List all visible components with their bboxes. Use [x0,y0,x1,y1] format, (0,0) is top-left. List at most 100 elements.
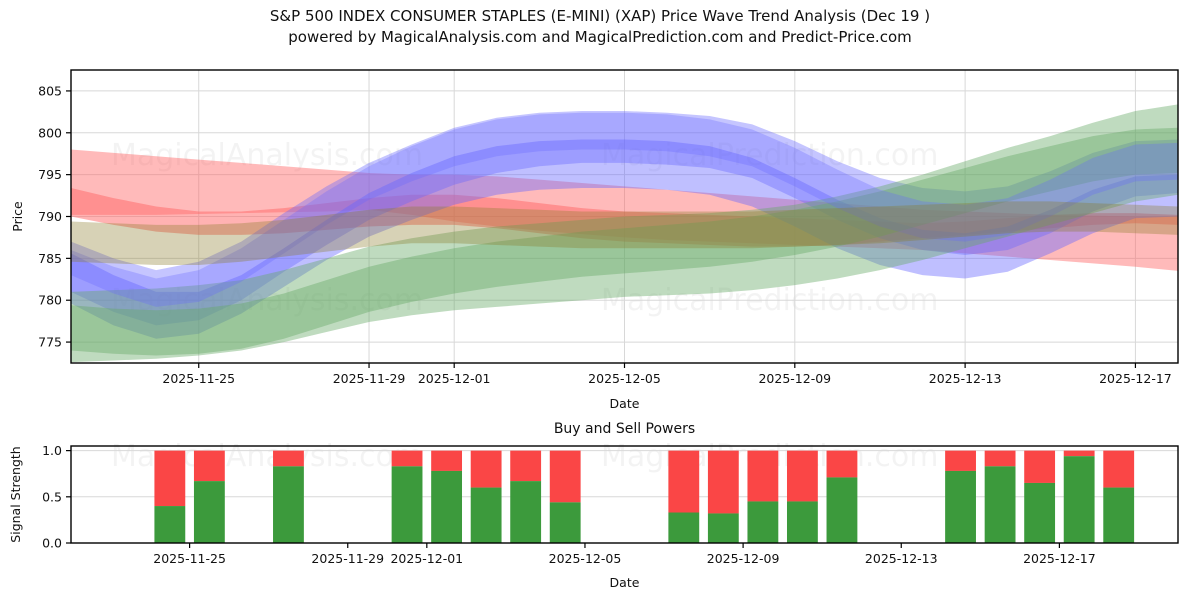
x-tick-label: 2025-11-25 [153,551,226,566]
bar-group[interactable] [510,450,542,543]
y-axis-title: Price [10,201,25,232]
bar-sell-segment[interactable] [431,450,463,471]
x-axis-title: Date [610,575,640,590]
bar-buy-segment[interactable] [945,470,976,543]
wave-band-green-band-inner [71,127,1178,356]
bar-group[interactable] [984,450,1016,543]
wave-band-blue-peak-band [71,112,1178,307]
bar-buy-segment[interactable] [826,477,858,543]
bar-sell-segment[interactable] [945,450,976,471]
buy-sell-powers-chart: Buy and Sell PowersMagicalAnalysis.comMa… [8,421,1179,590]
watermark-left: MagicalAnalysis.com [111,138,423,173]
x-tick-label: 2025-12-05 [549,551,622,566]
bar-buy-segment[interactable] [510,481,542,543]
y-tick-label: 800 [38,125,62,140]
bar-group[interactable] [391,450,423,543]
x-tick-label: 2025-12-09 [758,371,831,386]
bar-sell-segment[interactable] [984,450,1016,467]
bar-sell-segment[interactable] [549,450,581,503]
bar-group[interactable] [1103,450,1135,543]
bar-group[interactable] [193,450,225,543]
y-tick-label: 790 [38,209,62,224]
bar-sell-segment[interactable] [707,450,739,514]
bar-chart-title: Buy and Sell Powers [554,421,695,437]
y-tick-label: 780 [38,293,62,308]
bar-buy-segment[interactable] [1024,482,1056,543]
bar-group[interactable] [786,450,818,543]
bar-buy-segment[interactable] [786,501,818,543]
bar-buy-segment[interactable] [193,481,225,543]
y-tick-label: 795 [38,167,62,182]
bar-sell-segment[interactable] [391,450,423,467]
x-tick-label: 2025-12-17 [1023,551,1096,566]
bar-sell-segment[interactable] [1103,450,1135,488]
bar-group[interactable] [747,450,779,543]
x-tick-label: 2025-12-01 [418,371,491,386]
wave-band-blue-band-outer [71,111,1178,326]
bar-group[interactable] [826,450,858,543]
bar-buy-segment[interactable] [273,466,304,543]
page-subtitle: powered by MagicalAnalysis.com and Magic… [288,28,912,46]
bar-buy-segment[interactable] [431,470,463,543]
bar-sell-segment[interactable] [1063,450,1095,457]
page-title: S&P 500 INDEX CONSUMER STAPLES (E-MINI) … [269,7,931,25]
wave-band-blue-band-inner [71,139,1178,339]
y-tick-label: 805 [38,83,62,98]
bar-group[interactable] [470,450,502,543]
bar-sell-segment[interactable] [668,450,700,513]
x-tick-label: 2025-12-01 [390,551,463,566]
wave-band-green-band-outer [71,104,1178,363]
bar-group[interactable] [273,450,304,543]
bar-buy-segment[interactable] [707,513,739,543]
y-tick-label: 785 [38,251,62,266]
bar-buy-segment[interactable] [747,501,779,543]
y-tick-label: 0.5 [42,489,62,504]
bar-group[interactable] [707,450,739,543]
price-wave-chart: MagicalAnalysis.com MagicalPrediction.com… [10,69,1179,411]
y-tick-label: 775 [38,335,62,350]
y-tick-label: 1.0 [42,443,62,458]
x-tick-label: 2025-11-25 [162,371,235,386]
bar-buy-segment[interactable] [984,466,1016,543]
chart-title-block: S&P 500 INDEX CONSUMER STAPLES (E-MINI) … [0,6,1200,48]
plot-frame [70,445,1179,544]
bar-sell-segment[interactable] [747,450,779,502]
y-axis-title: Signal Strength [8,446,23,542]
watermark-right: MagicalPrediction.com [601,138,939,173]
x-tick-label: 2025-11-29 [333,371,406,386]
x-tick-label: 2025-11-29 [311,551,384,566]
bar-buy-segment[interactable] [391,466,423,543]
bar-sell-segment[interactable] [510,450,542,482]
bar-group[interactable] [1063,450,1095,543]
bar-sell-segment[interactable] [273,450,304,467]
bar-group[interactable] [668,450,700,543]
x-axis-title: Date [610,396,640,411]
x-tick-label: 2025-12-13 [865,551,938,566]
bar-group[interactable] [154,450,186,543]
bar-group[interactable] [431,450,463,543]
bar-group[interactable] [1024,450,1056,543]
bar-group[interactable] [945,450,976,543]
wave-band-red-band-inner [71,188,1178,247]
bar-sell-segment[interactable] [786,450,818,502]
wave-band-red-band-outer [71,149,1178,271]
bar-buy-segment[interactable] [154,506,186,543]
bar-buy-segment[interactable] [1063,456,1095,543]
bar-sell-segment[interactable] [470,450,502,488]
bar-sell-segment[interactable] [1024,450,1056,483]
wave-band-olive-band [71,201,1178,266]
x-tick-label: 2025-12-13 [929,371,1002,386]
x-tick-label: 2025-12-09 [707,551,780,566]
bar-sell-segment[interactable] [154,450,186,507]
x-tick-label: 2025-12-05 [588,371,661,386]
bar-group[interactable] [549,450,581,543]
x-tick-label: 2025-12-17 [1099,371,1172,386]
bar-buy-segment[interactable] [549,502,581,543]
bar-buy-segment[interactable] [668,512,700,543]
bar-sell-segment[interactable] [193,450,225,482]
bar-buy-segment[interactable] [470,487,502,543]
bar-sell-segment[interactable] [826,450,858,478]
y-tick-label: 0.0 [42,536,62,551]
bar-buy-segment[interactable] [1103,487,1135,543]
